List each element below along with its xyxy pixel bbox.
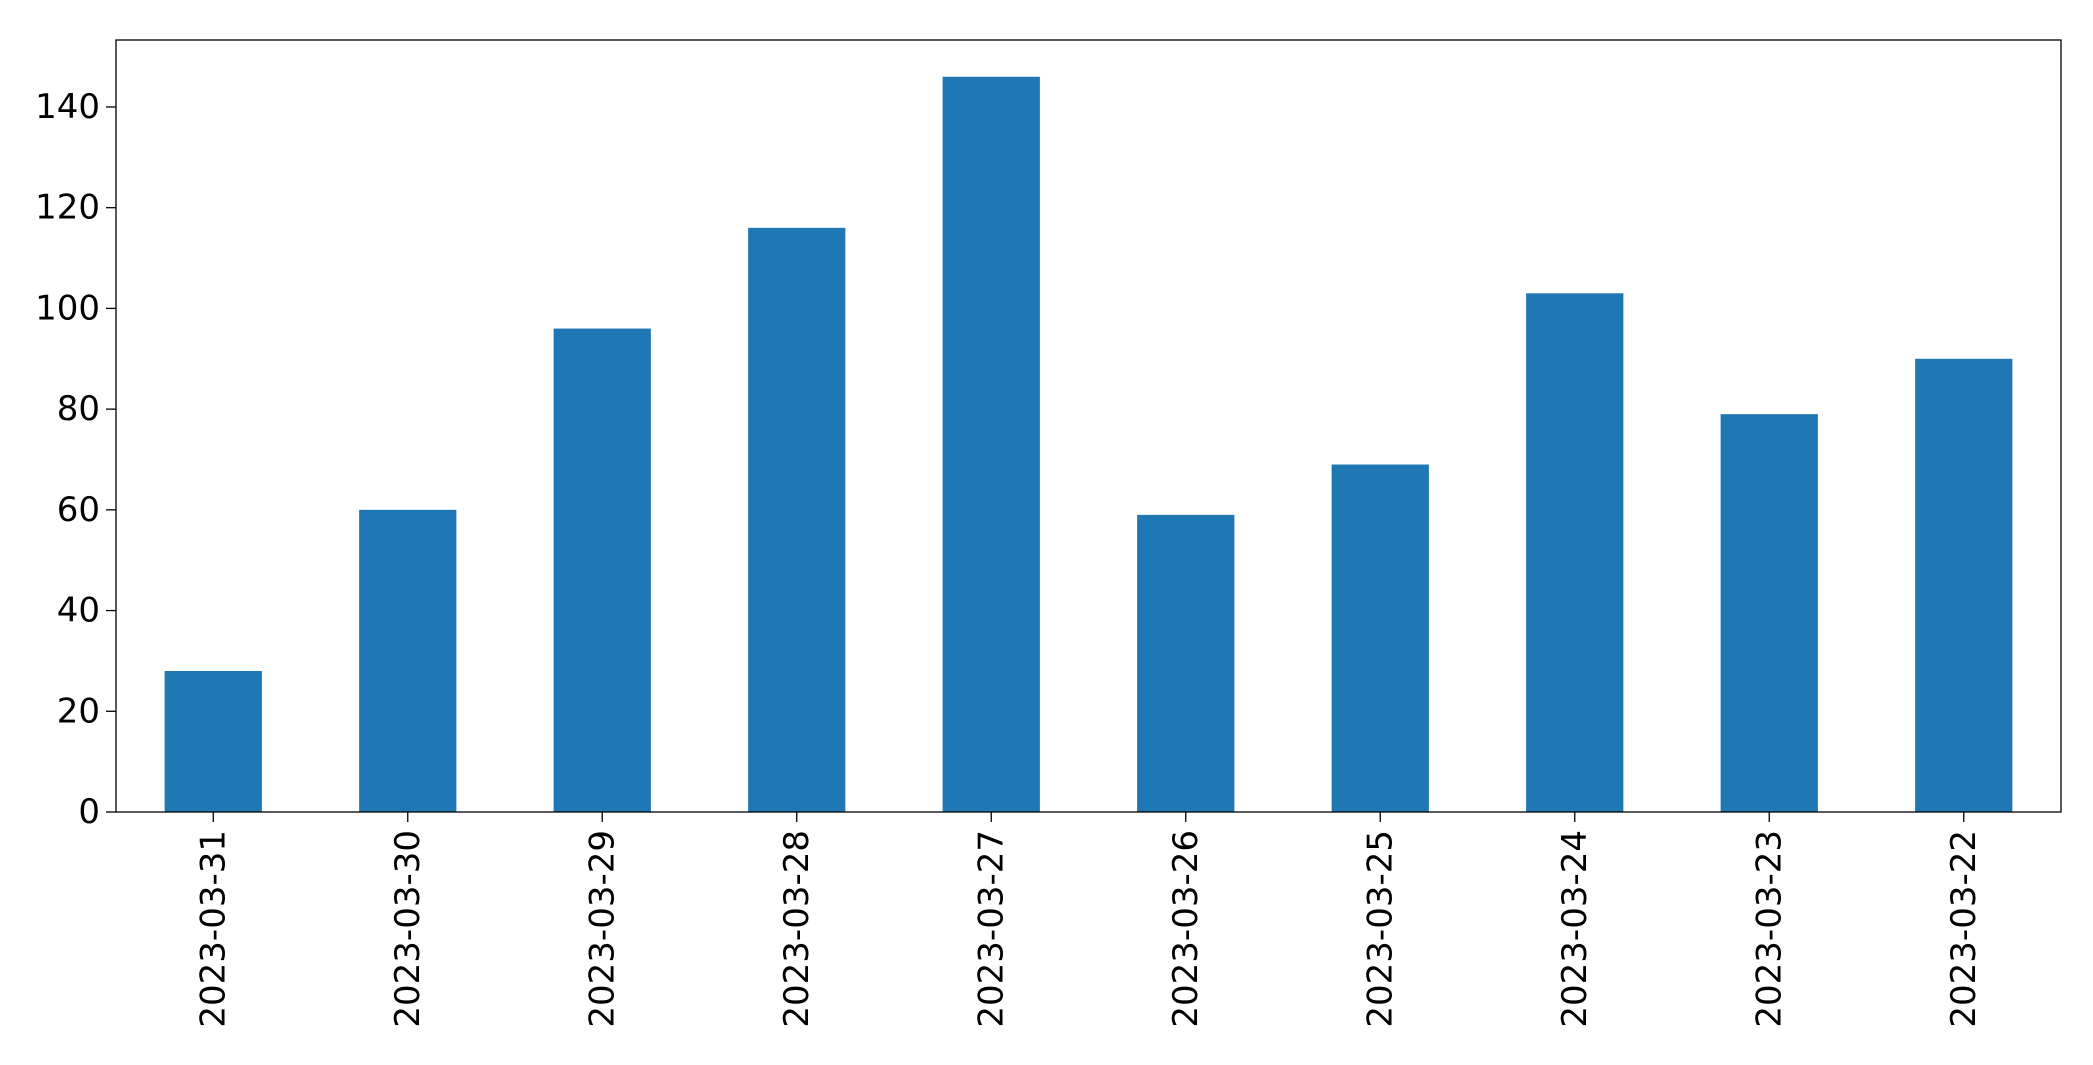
x-axis: 2023-03-31 2023-03-30 2023-03-29 2023-03-28… [193, 812, 1984, 1028]
x-tick-label: 2023-03-28 [777, 830, 817, 1028]
x-tick-label: 2023-03-31 [193, 830, 233, 1028]
y-tick-label: 0 [78, 792, 100, 832]
y-tick-label: 80 [57, 389, 100, 429]
x-tick-label: 2023-03-24 [1555, 830, 1595, 1028]
bar-2023-03-28 [748, 227, 846, 812]
bar-2023-03-30 [359, 509, 457, 812]
plot-frame [115, 39, 2062, 813]
bars-layer [164, 76, 2013, 812]
x-tick-label: 2023-03-23 [1749, 830, 1789, 1028]
y-tick-label: 20 [57, 691, 100, 731]
y-tick-label: 60 [57, 490, 100, 530]
bar-2023-03-27 [942, 76, 1040, 812]
bar-2023-03-25 [1331, 464, 1429, 812]
y-tick-label: 40 [57, 591, 100, 631]
x-tick-label: 2023-03-30 [388, 830, 428, 1028]
y-tick-label: 140 [35, 87, 100, 127]
y-tick-label: 120 [35, 188, 100, 228]
x-tick-label: 2023-03-29 [582, 830, 622, 1028]
x-tick-label: 2023-03-22 [1944, 830, 1984, 1028]
bar-2023-03-29 [553, 328, 651, 812]
bar-2023-03-31 [164, 670, 262, 812]
x-tick-label: 2023-03-26 [1166, 830, 1206, 1028]
bar-2023-03-23 [1720, 414, 1818, 812]
y-tick-label: 100 [35, 288, 100, 328]
bar-2023-03-22 [1915, 358, 2013, 812]
bar-2023-03-24 [1526, 293, 1624, 812]
y-axis: 0 20 40 60 80 100 120 140 [35, 87, 116, 832]
bar-2023-03-26 [1137, 514, 1235, 812]
x-tick-label: 2023-03-25 [1360, 830, 1400, 1028]
x-tick-label: 2023-03-27 [971, 830, 1011, 1028]
